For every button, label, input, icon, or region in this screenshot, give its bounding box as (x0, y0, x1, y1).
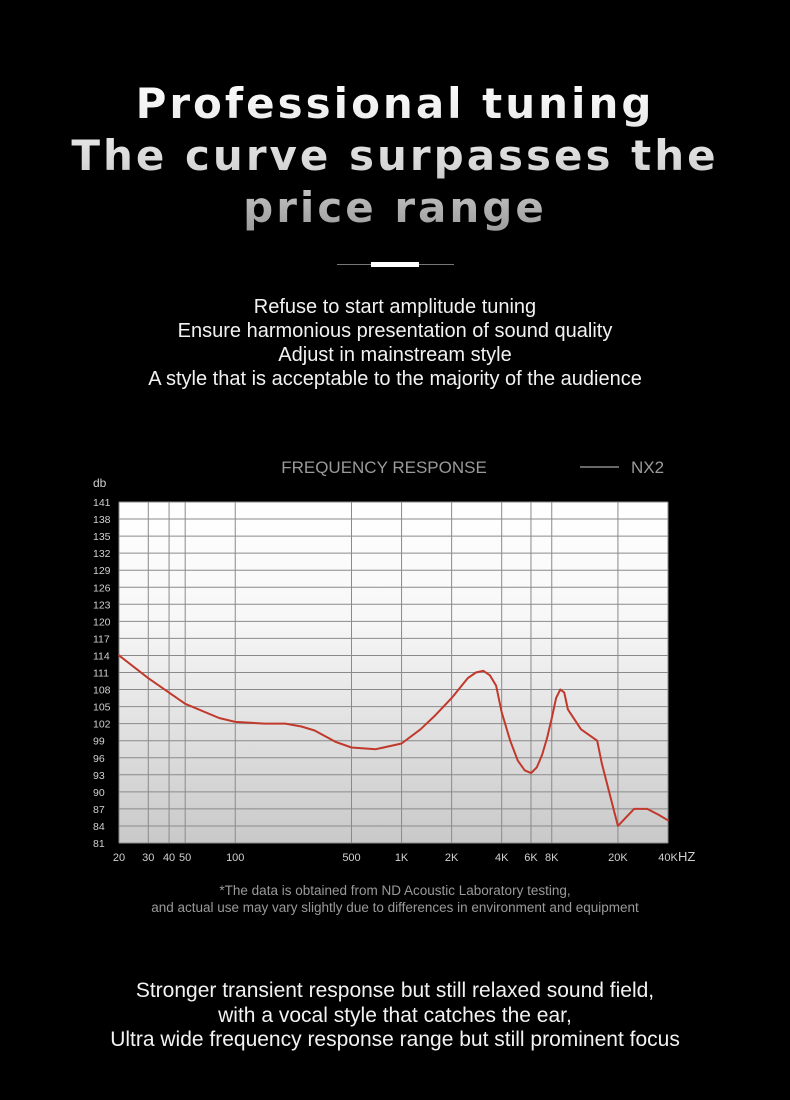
y-tick-label: 108 (93, 685, 111, 697)
y-tick-label: 120 (93, 616, 111, 628)
headline: Professional tuning The curve surpasses … (0, 78, 790, 234)
y-tick-label: 96 (93, 753, 105, 765)
headline-line-1: Professional tuning (135, 79, 655, 128)
y-tick-label: 126 (93, 582, 111, 594)
footnote-line-2: and actual use may vary slightly due to … (151, 900, 639, 915)
x-tick-label: 30 (142, 852, 154, 864)
y-axis-label: db (93, 476, 107, 490)
nx2-response-curve (118, 654, 669, 827)
footnote-line-1: *The data is obtained from ND Acoustic L… (219, 883, 571, 898)
outro-text: Stronger transient response but still re… (0, 979, 790, 1053)
y-tick-label: 132 (93, 548, 111, 560)
section-divider-mark (371, 262, 419, 267)
x-tick-label: 20 (113, 852, 125, 864)
y-tick-label: 87 (93, 804, 105, 816)
intro-text: Refuse to start amplitude tuning Ensure … (0, 295, 790, 391)
legend-label: NX2 (631, 458, 664, 477)
outro-line-2: with a vocal style that catches the ear, (218, 1003, 572, 1027)
x-tick-label: 40 (163, 852, 175, 864)
intro-line-1: Refuse to start amplitude tuning (253, 296, 537, 318)
footnote: *The data is obtained from ND Acoustic L… (0, 882, 790, 916)
x-tick-label: 4K (495, 852, 509, 864)
chart-title: FREQUENCY RESPONSE (281, 458, 487, 477)
y-tick-label: 84 (93, 821, 105, 833)
outro-line-1: Stronger transient response but still re… (135, 979, 655, 1002)
x-tick-label: 6K (524, 852, 538, 864)
y-tick-label: 81 (93, 838, 105, 850)
y-tick-label: 114 (93, 650, 110, 662)
y-tick-label: 138 (93, 514, 111, 526)
y-tick-label: 135 (93, 531, 111, 543)
headline-line-3: price range (243, 183, 547, 232)
intro-line-3: Adjust in mainstream style (278, 344, 512, 366)
x-tick-label: 100 (226, 852, 244, 864)
outro-line-3: Ultra wide frequency response range but … (110, 1028, 680, 1051)
intro-line-2: Ensure harmonious presentation of sound … (177, 320, 613, 342)
y-tick-label: 102 (93, 719, 111, 731)
y-tick-label: 99 (93, 736, 105, 748)
x-tick-label: 8K (545, 852, 559, 864)
x-tick-label: 2K (445, 852, 459, 864)
y-tick-label: 105 (93, 702, 111, 714)
headline-line-2: The curve surpasses the (71, 131, 719, 180)
frequency-response-chart: 81 84 87 90 93 96 99 102 105 108 111 114 117 120 123 12… (93, 458, 695, 864)
y-tick-label: 123 (93, 599, 111, 611)
y-tick-label: 93 (93, 770, 105, 782)
x-tick-label: 500 (342, 852, 360, 864)
y-tick-label: 90 (93, 787, 105, 799)
x-tick-label: 1K (395, 852, 409, 864)
x-tick-label: 20K (608, 852, 628, 864)
y-tick-label: 117 (93, 633, 110, 645)
x-tick-label: 40K (658, 852, 678, 864)
y-tick-label: 111 (93, 668, 109, 680)
intro-line-4: A style that is acceptable to the majori… (148, 368, 642, 390)
y-tick-label: 129 (93, 565, 111, 577)
x-axis-label: HZ (678, 849, 695, 864)
x-tick-label: 50 (179, 852, 191, 864)
y-tick-label: 141 (93, 497, 111, 509)
